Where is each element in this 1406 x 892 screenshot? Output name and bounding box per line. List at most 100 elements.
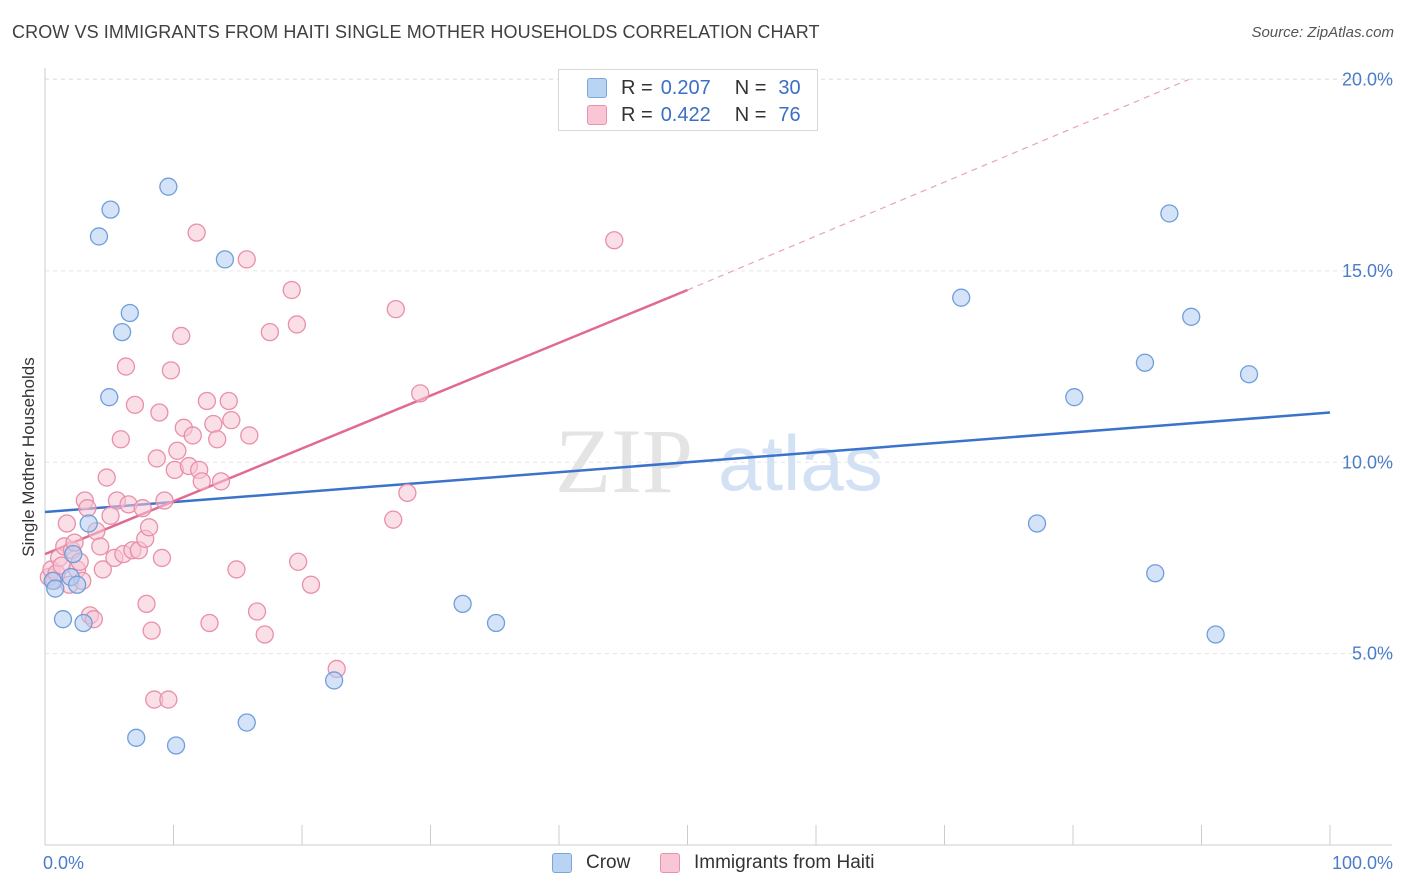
haiti-point [101,506,120,525]
haiti-point [78,499,97,518]
watermark: ZIP atlas [555,410,883,512]
crow-point [1160,204,1179,223]
haiti-point [93,560,112,579]
haiti-point [111,430,130,449]
haiti-point [208,430,227,449]
series-legend-label: Crow [586,852,631,873]
crow-point [46,579,65,598]
trend-line-extension [687,78,1189,291]
legend-n-value: 30 [778,76,801,99]
crow-point [127,728,146,747]
crow-point [112,322,132,342]
haiti-point [116,357,136,376]
haiti-point [398,483,417,503]
legend-n-label: N = [734,76,767,99]
haiti-point [150,403,169,422]
series-swatch-crow [552,853,572,873]
crow-point [486,613,506,633]
legend-n-value: 76 [778,103,801,126]
haiti-point [168,441,187,460]
haiti-point [260,322,280,342]
haiti-point [384,510,403,529]
crow-point [952,288,971,307]
haiti-point [152,548,172,568]
y-tick-label: 20.0% [1342,70,1393,90]
data-points [39,177,1259,755]
legend-r-label: R = [621,103,653,126]
haiti-point [288,552,308,571]
y-tick-label: 15.0% [1342,261,1393,281]
axes [44,68,1392,846]
gridlines [45,78,1392,655]
legend-row-haiti: R = 0.422 N = 76 [587,103,801,127]
haiti-point [97,468,116,487]
haiti-point [147,449,166,468]
crow-point [1065,388,1084,407]
crow-point [53,610,73,629]
series-legend-crow[interactable]: Crow [552,852,630,874]
crow-point [1135,353,1155,372]
series-legend-label: Immigrants from Haiti [694,852,875,873]
legend-r-label: R = [621,76,653,99]
x-tick-label: 100.0% [1332,853,1393,873]
source-label: Source: ZipAtlas.com [1251,24,1394,41]
crow-point [1239,365,1259,384]
trend-line-crow [44,411,1331,514]
haiti-point [386,299,405,319]
correlation-legend: R = 0.207 N = 30 R = 0.422 N = 76 [558,69,818,131]
crow-point [215,250,235,269]
haiti-point [137,594,156,614]
legend-n-label: N = [734,103,767,126]
crow-point [74,613,93,633]
haiti-point [192,472,211,491]
series-legend-haiti[interactable]: Immigrants from Haiti [660,852,875,874]
haiti-point [240,426,259,445]
haiti-point [91,537,110,556]
haiti-point [187,223,206,242]
haiti-point [159,690,178,709]
crow-point [100,388,119,407]
crow-point [101,200,120,219]
legend-row-crow: R = 0.207 N = 30 [587,76,801,100]
legend-r-value: 0.422 [660,103,711,126]
haiti-point [155,491,174,510]
chart-title: CROW VS IMMIGRANTS FROM HAITI SINGLE MOT… [12,22,820,42]
crow-point [1027,514,1047,533]
haiti-point [287,315,307,334]
watermark-zip: ZIP [555,410,693,512]
haiti-point [142,621,161,640]
y-tick-label: 10.0% [1342,452,1393,472]
tick-labels: 5.0% 10.0% 15.0% 20.0% 0.0% 100.0% [43,70,1393,874]
legend-swatch-haiti [587,105,607,125]
haiti-point [125,395,145,414]
crow-point [166,736,186,755]
crow-point [89,227,109,246]
haiti-point [204,414,223,434]
haiti-point [133,499,152,518]
haiti-point [301,575,321,594]
series-swatch-haiti [660,853,680,873]
haiti-point [247,602,267,621]
legend-swatch-crow [587,78,607,98]
crow-point [159,177,178,196]
haiti-point [282,280,301,300]
haiti-point [219,391,238,411]
haiti-point [222,410,241,430]
haiti-point [237,250,256,269]
trend-line-haiti [44,288,688,556]
crow-point [120,303,139,323]
crow-point [67,575,87,594]
haiti-point [255,625,274,644]
series-legend: Crow Immigrants from Haiti [0,852,1406,878]
watermark-atlas: atlas [718,419,883,507]
crow-point [453,594,472,614]
haiti-point [57,514,76,533]
haiti-point [183,426,202,445]
y-axis-label: Single Mother Households [19,357,38,556]
haiti-point [197,391,217,411]
crow-point [1146,564,1165,583]
haiti-point [411,384,430,403]
crow-point [79,514,98,533]
haiti-point [227,560,246,579]
